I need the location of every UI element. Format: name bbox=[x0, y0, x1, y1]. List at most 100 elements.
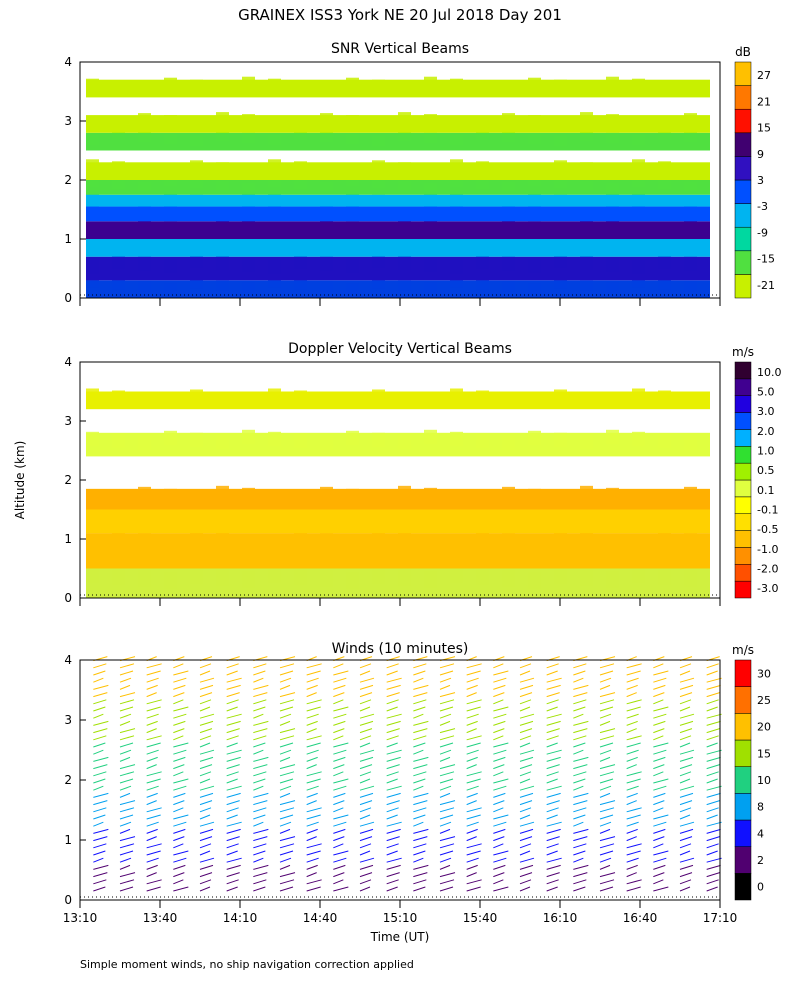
wind-barb bbox=[359, 800, 373, 806]
wind-barb bbox=[466, 828, 478, 834]
wind-barb bbox=[679, 821, 695, 827]
heatmap-cell bbox=[528, 177, 541, 186]
colorbar-label: 10 bbox=[757, 774, 771, 787]
heatmap-cell bbox=[138, 569, 151, 588]
wind-barb bbox=[466, 756, 478, 762]
heatmap-cell bbox=[112, 80, 125, 92]
heatmap-cell bbox=[528, 394, 541, 406]
wind-barb bbox=[119, 872, 136, 878]
wind-barb bbox=[466, 699, 482, 705]
wind-barb bbox=[439, 836, 456, 842]
wind-barb bbox=[439, 720, 451, 726]
wind-barb bbox=[706, 756, 721, 762]
wind-barb bbox=[573, 749, 584, 755]
wind-barb bbox=[413, 720, 429, 726]
wind-barb bbox=[333, 677, 347, 683]
wind-barb bbox=[519, 764, 533, 770]
heatmap-cell bbox=[450, 222, 463, 233]
wind-barb bbox=[679, 836, 693, 842]
heatmap-cell bbox=[502, 392, 515, 404]
wind-barb bbox=[706, 720, 721, 726]
wind-barb bbox=[413, 699, 427, 705]
wind-barb bbox=[546, 879, 559, 885]
wind-barb bbox=[226, 785, 242, 791]
wind-barb bbox=[359, 735, 372, 741]
wind-barb bbox=[226, 764, 240, 770]
heatmap-cell bbox=[554, 530, 567, 552]
wind-barb bbox=[306, 792, 318, 798]
heatmap-cell bbox=[190, 566, 203, 585]
x-tick-label: 15:40 bbox=[463, 911, 498, 925]
heatmap-cell bbox=[242, 509, 255, 524]
heatmap-cell bbox=[372, 566, 385, 585]
wind-barb bbox=[226, 706, 238, 712]
wind-barb bbox=[653, 886, 669, 892]
wind-barb bbox=[706, 800, 720, 806]
wind-barb bbox=[653, 735, 664, 741]
heatmap-cell bbox=[658, 129, 671, 141]
wind-barb bbox=[253, 792, 269, 798]
heatmap-cell bbox=[372, 223, 385, 234]
heatmap-cell bbox=[86, 178, 99, 187]
wind-barb bbox=[226, 756, 241, 762]
wind-barb bbox=[519, 720, 534, 726]
wind-barb bbox=[199, 814, 211, 820]
heatmap-cell bbox=[580, 255, 593, 270]
wind-barb bbox=[93, 785, 104, 791]
wind-barb bbox=[93, 742, 106, 748]
wind-barb bbox=[653, 836, 665, 842]
heatmap-cell bbox=[164, 240, 177, 251]
heatmap-cell bbox=[294, 254, 307, 269]
wind-barb bbox=[466, 785, 479, 791]
heatmap-cell bbox=[164, 258, 177, 273]
heatmap-cell bbox=[346, 177, 359, 186]
heatmap-cell bbox=[450, 511, 463, 526]
wind-barb bbox=[359, 792, 374, 798]
wind-barb bbox=[226, 778, 238, 784]
heatmap-cell bbox=[684, 197, 697, 205]
wind-barb bbox=[546, 749, 562, 755]
colorbar-label: 0.1 bbox=[757, 484, 775, 497]
heatmap-cell bbox=[216, 507, 229, 522]
heatmap-cell bbox=[138, 182, 151, 191]
wind-barb bbox=[119, 850, 134, 856]
heatmap-cell bbox=[138, 508, 151, 523]
heatmap-cell bbox=[606, 76, 619, 88]
heatmap-cell bbox=[580, 507, 593, 522]
wind-barb bbox=[279, 670, 294, 676]
wind-barb bbox=[173, 706, 189, 712]
wind-barb bbox=[146, 771, 162, 777]
wind-barb bbox=[493, 677, 507, 683]
heatmap-cell bbox=[684, 238, 697, 249]
heatmap-cell bbox=[606, 487, 619, 501]
wind-barb bbox=[679, 800, 693, 806]
wind-barb bbox=[253, 807, 267, 813]
wind-barb bbox=[626, 684, 638, 690]
heatmap-cell bbox=[580, 181, 593, 190]
wind-barb bbox=[653, 699, 664, 705]
wind-barb bbox=[226, 836, 240, 842]
heatmap-cell bbox=[606, 164, 619, 175]
heatmap-cell bbox=[658, 433, 671, 448]
wind-barb bbox=[279, 677, 292, 683]
wind-barb bbox=[173, 879, 184, 885]
heatmap-cell bbox=[242, 239, 255, 250]
wind-barb bbox=[653, 684, 666, 690]
heatmap-cell bbox=[164, 488, 177, 502]
heatmap-cell bbox=[112, 224, 125, 235]
wind-barb bbox=[439, 879, 455, 885]
wind-barb bbox=[226, 728, 240, 734]
wind-barb bbox=[546, 771, 559, 777]
wind-barb bbox=[386, 663, 399, 669]
wind-barb bbox=[519, 713, 535, 719]
wind-barb bbox=[199, 749, 215, 755]
wind-barb bbox=[333, 692, 345, 698]
wind-barb bbox=[199, 756, 214, 762]
wind-barb bbox=[253, 749, 264, 755]
heatmap-cell bbox=[294, 129, 307, 141]
wind-barb bbox=[546, 836, 560, 842]
wind-barb bbox=[279, 735, 295, 741]
heatmap-cell bbox=[554, 135, 567, 147]
heatmap-cell bbox=[372, 253, 385, 268]
colorbar-swatch bbox=[734, 819, 752, 847]
